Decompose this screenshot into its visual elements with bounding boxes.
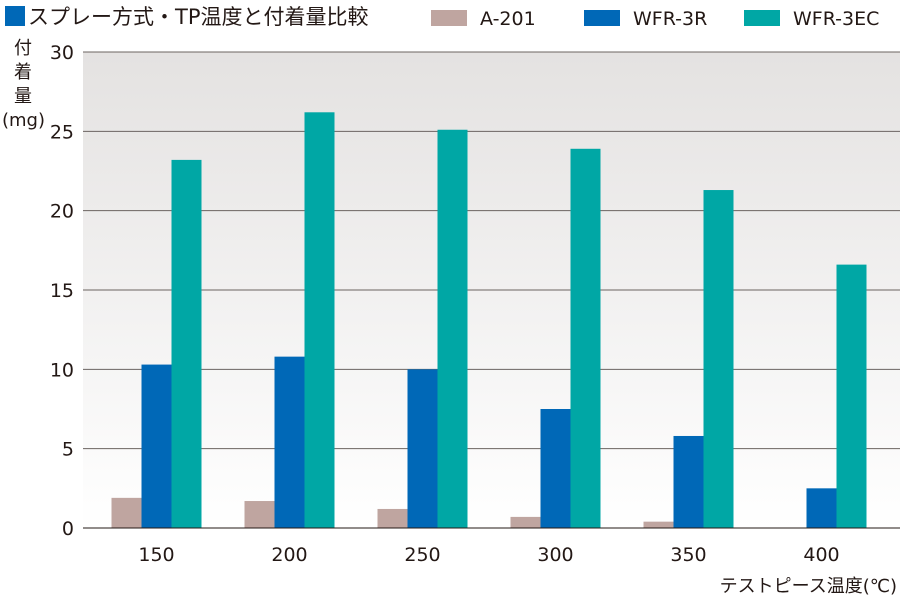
legend-swatch-a-201 <box>431 10 467 26</box>
legend-label-wfr-3r: WFR-3R <box>633 8 707 30</box>
bar-a-201-200 <box>244 501 275 528</box>
legend-label-wfr-3ec: WFR-3EC <box>793 8 879 30</box>
y-tick-label: 0 <box>62 518 74 540</box>
legend-swatch-wfr-3ec <box>744 10 780 26</box>
y-axis-label-line-3: 量 <box>14 86 32 107</box>
bar-wfr-3r-200 <box>274 356 305 528</box>
y-tick-label: 15 <box>50 280 74 302</box>
y-tick-label: 5 <box>62 439 74 461</box>
x-tick-label: 350 <box>670 544 706 566</box>
bar-wfr-3ec-150 <box>171 159 202 529</box>
y-axis-label-line-1: 付 <box>14 38 32 59</box>
bar-wfr-3ec-250 <box>437 129 468 528</box>
y-tick-label: 10 <box>50 359 74 381</box>
bar-a-201-350 <box>643 521 674 528</box>
bar-wfr-3r-350 <box>673 435 704 528</box>
x-tick-label: 150 <box>138 544 174 566</box>
bar-a-201-300 <box>510 516 541 528</box>
gridlines <box>83 51 900 450</box>
chart-title: スプレー方式・TP温度と付着量比較 <box>28 5 369 29</box>
y-tick-labels: 0 5 10 15 20 25 30 <box>50 42 74 540</box>
y-tick-label: 20 <box>50 201 74 223</box>
bar-wfr-3ec-200 <box>304 112 335 528</box>
y-axis-label-line-2: 着 <box>14 62 32 83</box>
bars <box>111 112 867 529</box>
x-tick-label: 250 <box>404 544 440 566</box>
x-tick-label: 300 <box>537 544 573 566</box>
bar-wfr-3r-250 <box>407 369 438 528</box>
legend: A-201 WFR-3R WFR-3EC <box>431 8 879 30</box>
legend-label-a-201: A-201 <box>480 8 536 30</box>
y-tick-label: 25 <box>50 121 74 143</box>
bar-wfr-3ec-400 <box>836 264 867 528</box>
x-axis-label: テストピース温度(℃) <box>720 576 897 597</box>
legend-swatch-wfr-3r <box>584 10 620 26</box>
bar-wfr-3r-400 <box>806 488 837 528</box>
bar-a-201-250 <box>377 508 408 528</box>
bar-wfr-3r-150 <box>141 364 172 528</box>
x-tick-label: 400 <box>803 544 839 566</box>
bar-wfr-3ec-300 <box>570 148 601 528</box>
x-tick-labels: 150 200 250 300 350 400 <box>138 544 839 566</box>
y-tick-label: 30 <box>50 42 74 64</box>
y-axis-label-unit: (mg) <box>2 110 45 131</box>
x-tick-label: 200 <box>271 544 307 566</box>
title-marker <box>5 6 25 26</box>
bar-a-201-150 <box>111 497 142 528</box>
bar-wfr-3r-300 <box>540 409 571 528</box>
bar-wfr-3ec-350 <box>703 190 734 529</box>
